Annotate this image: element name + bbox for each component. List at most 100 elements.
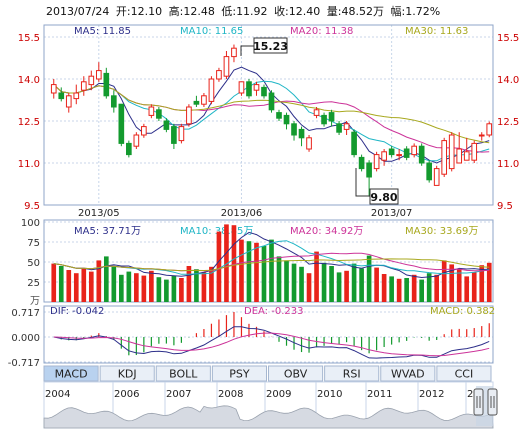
- price-tick-left: 12.5: [18, 117, 40, 128]
- candle: [313, 107, 320, 119]
- candle: [268, 90, 275, 113]
- volume-ma-line: [53, 258, 490, 272]
- candle: [343, 121, 350, 135]
- tab-label: MACD: [55, 368, 88, 381]
- volume-unit: 万: [30, 296, 40, 307]
- volume-bar: [449, 264, 455, 302]
- volume-bar: [254, 242, 259, 302]
- timeline-year: 2006: [114, 389, 139, 400]
- candle: [373, 151, 380, 172]
- macd-histogram: [60, 312, 490, 356]
- candle: [291, 121, 297, 141]
- timeline-year: 2010: [317, 389, 342, 400]
- volume-bar: [141, 275, 147, 302]
- candle: [141, 123, 147, 138]
- tab-label: OBV: [284, 368, 308, 381]
- candle: [171, 123, 177, 149]
- volume-bar: [111, 266, 117, 302]
- timeline-year: 2007: [166, 389, 191, 400]
- macd-tick: 0.000: [11, 333, 40, 344]
- indicator-tabs: MACD KDJ BOLL PSY OBV RSI WVAD CCI: [43, 365, 492, 382]
- tab-boll[interactable]: BOLL: [155, 365, 211, 382]
- tab-obv[interactable]: OBV: [268, 365, 324, 382]
- date-label: 2013/05: [78, 208, 120, 219]
- price-tick-left: 11.0: [18, 159, 40, 170]
- price-ma-line: [53, 80, 490, 162]
- candle: [186, 104, 192, 127]
- volume-tick: 25: [27, 278, 40, 289]
- volume-bar: [389, 276, 394, 302]
- tab-psy[interactable]: PSY: [211, 365, 267, 382]
- candle: [148, 104, 155, 119]
- max-price-callout: 15.23: [240, 37, 288, 56]
- volume-bar: [426, 273, 432, 302]
- volume-bar: [126, 271, 132, 302]
- header-amplitude-label: 幅:: [391, 5, 406, 18]
- date-axis: 2013/05 2013/06 2013/07: [78, 208, 412, 219]
- candle: [426, 160, 433, 183]
- macd-tick: 0.717: [11, 308, 40, 319]
- tab-label: WVAD: [391, 368, 425, 381]
- volume-bar: [284, 260, 289, 302]
- volume-bar: [96, 260, 102, 302]
- price-tick-left: 14.0: [18, 75, 40, 86]
- tab-rsi[interactable]: RSI: [324, 365, 380, 382]
- candle: [328, 109, 335, 127]
- volume-bar: [179, 278, 184, 302]
- header-amplitude: 1.72%: [405, 5, 440, 18]
- tab-label: KDJ: [118, 368, 137, 381]
- volume-ma-label: MA10: 38.85万: [180, 226, 253, 237]
- timeline-history-area: [43, 405, 494, 429]
- volume-bar: [216, 231, 222, 302]
- candle: [396, 149, 402, 161]
- volume-bar: [164, 279, 169, 302]
- candle: [238, 81, 245, 96]
- tab-wvad[interactable]: WVAD: [380, 365, 436, 382]
- volume-bar: [486, 262, 492, 302]
- candle: [133, 132, 140, 149]
- candle: [261, 84, 267, 99]
- tab-cci[interactable]: CCI: [436, 365, 492, 382]
- timeline-year: 20: [467, 389, 480, 400]
- timeline-year: 2008: [218, 389, 243, 400]
- candle: [433, 165, 440, 186]
- volume-bar: [351, 263, 357, 302]
- dea-line: [53, 332, 490, 357]
- candle: [126, 140, 132, 158]
- candle: [478, 132, 485, 141]
- candle: [65, 93, 72, 113]
- candle: [58, 87, 65, 102]
- volume-bar: [479, 265, 485, 302]
- tab-kdj[interactable]: KDJ: [99, 365, 155, 382]
- header-date: 2013/07/24: [46, 5, 109, 18]
- candle: [448, 132, 455, 172]
- macd-lines: [53, 326, 490, 359]
- header-info: 2013/07/24 开:12.10 高:12.48 低:11.92 收:12.…: [46, 4, 440, 18]
- candle: [88, 70, 95, 91]
- min-price-label: 9.80: [370, 191, 397, 204]
- volume-bar: [336, 272, 342, 302]
- timeline-handle-left[interactable]: [473, 388, 484, 416]
- volume-bar: [359, 268, 364, 302]
- volume-bar: [434, 274, 440, 302]
- tab-macd[interactable]: MACD: [43, 365, 99, 382]
- volume-bar: [419, 279, 424, 302]
- timeline-handle-right[interactable]: [487, 388, 498, 416]
- candle: [463, 137, 470, 161]
- volume-bar: [134, 273, 139, 302]
- candle: [441, 137, 448, 177]
- volume-ma-label: MA20: 34.92万: [290, 226, 363, 237]
- tab-label: PSY: [229, 368, 250, 381]
- volume-bar: [261, 246, 267, 302]
- price-panel-frame: [43, 24, 494, 206]
- macd-grid: [44, 311, 493, 363]
- candle: [178, 123, 185, 144]
- volume-bar: [224, 224, 229, 302]
- header-volume-label: 量:: [327, 5, 342, 18]
- candle: [231, 44, 237, 63]
- candle: [253, 81, 260, 96]
- candle: [388, 146, 395, 158]
- volume-bar: [88, 271, 94, 302]
- volume-bar: [58, 266, 64, 302]
